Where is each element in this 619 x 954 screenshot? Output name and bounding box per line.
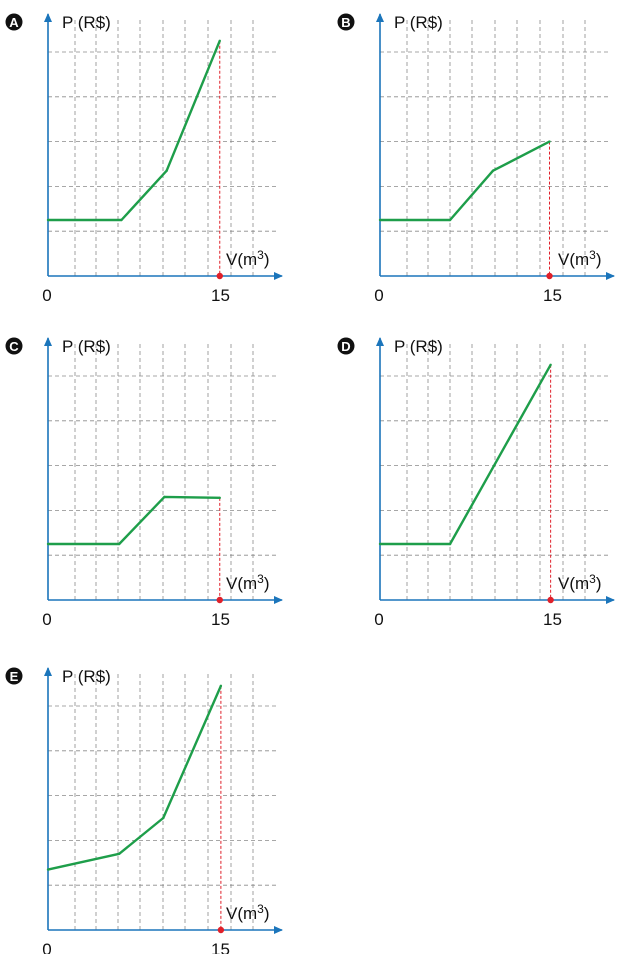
chart-option-e: E P (R$) V(m3) 0 15 xyxy=(5,667,283,954)
x-axis-label: V(m3) xyxy=(226,248,270,269)
x-axis-label-close: ) xyxy=(596,250,602,269)
y-axis-label: P (R$) xyxy=(62,13,111,32)
grid xyxy=(48,674,278,930)
option-badge xyxy=(337,13,355,31)
option-badge-label: A xyxy=(9,15,19,30)
y-axis-label: P (R$) xyxy=(62,667,111,686)
x-axis-label-close: ) xyxy=(264,574,270,593)
data-point xyxy=(218,496,221,500)
origin-label: 0 xyxy=(42,286,51,305)
data-point xyxy=(378,542,382,546)
origin-label: 0 xyxy=(42,610,51,629)
data-point xyxy=(549,363,552,366)
x-axis-marker xyxy=(547,596,554,604)
x-axis-label-unit: m xyxy=(575,574,589,593)
y-axis-label: P (R$) xyxy=(62,337,111,356)
option-badge xyxy=(337,337,355,355)
x-axis-marker xyxy=(217,926,225,934)
series-line xyxy=(48,40,221,222)
option-badge xyxy=(5,13,23,31)
x-axis-marker xyxy=(546,272,553,280)
option-badge-label: D xyxy=(341,339,350,354)
x-axis-label-close: ) xyxy=(596,574,602,593)
x-axis-label: V(m3) xyxy=(226,572,270,593)
data-point xyxy=(163,495,166,499)
data-point xyxy=(491,169,495,172)
data-point xyxy=(165,169,168,172)
chart-option-d: D P (R$) V(m3) 0 15 xyxy=(337,337,615,629)
x-tick-label: 15 xyxy=(211,610,230,629)
x-axis-label-exponent: 3 xyxy=(257,902,264,916)
x-tick-label: 15 xyxy=(543,610,562,629)
origin-label: 0 xyxy=(374,610,383,629)
origin-label: 0 xyxy=(42,940,51,954)
x-axis-label-name: V( xyxy=(226,250,243,269)
x-tick-label: 15 xyxy=(543,286,562,305)
option-badge xyxy=(5,667,23,685)
series-line xyxy=(380,364,552,546)
data-point xyxy=(218,39,221,42)
x-axis-label-unit: m xyxy=(243,574,257,593)
series-line xyxy=(48,495,220,546)
x-axis-label-name: V( xyxy=(226,904,243,923)
x-axis-marker xyxy=(216,596,223,604)
origin-label: 0 xyxy=(374,286,383,305)
chart-option-b: B P (R$) V(m3) 0 15 xyxy=(337,13,615,305)
x-axis-label-exponent: 3 xyxy=(589,248,596,262)
data-point xyxy=(162,816,165,820)
grid xyxy=(48,20,278,276)
x-tick-label: 15 xyxy=(211,940,230,954)
x-axis-label-exponent: 3 xyxy=(589,572,596,586)
option-badge-label: B xyxy=(341,15,350,30)
x-axis-label-exponent: 3 xyxy=(257,248,264,262)
y-axis-label: P (R$) xyxy=(394,13,443,32)
x-axis-label: V(m3) xyxy=(558,572,602,593)
option-badge-label: C xyxy=(9,339,19,354)
data-point xyxy=(117,542,121,546)
chart-option-c: C P (R$) V(m3) 0 15 xyxy=(5,337,283,629)
grid xyxy=(48,344,278,600)
data-point xyxy=(448,542,452,546)
data-point xyxy=(46,542,50,546)
x-axis-label: V(m3) xyxy=(558,248,602,269)
series-line xyxy=(47,685,222,871)
x-axis-label-unit: m xyxy=(243,250,257,269)
data-point xyxy=(378,218,382,222)
x-axis-label-unit: m xyxy=(243,904,257,923)
x-axis-label-name: V( xyxy=(558,250,575,269)
grid xyxy=(380,20,610,276)
x-axis-label-exponent: 3 xyxy=(257,572,264,586)
data-point xyxy=(120,218,123,222)
x-axis-label-close: ) xyxy=(264,904,270,923)
series-line xyxy=(380,140,551,222)
option-badge xyxy=(5,337,23,355)
x-tick-label: 15 xyxy=(211,286,230,305)
x-axis-label-name: V( xyxy=(226,574,243,593)
data-point xyxy=(448,218,452,222)
data-point xyxy=(219,684,223,688)
x-axis-marker xyxy=(216,272,223,280)
option-badge-label: E xyxy=(10,669,19,684)
x-axis-label: V(m3) xyxy=(226,902,270,923)
x-axis-label-close: ) xyxy=(264,250,270,269)
x-axis-label-name: V( xyxy=(558,574,575,593)
data-point xyxy=(117,852,121,856)
y-axis-label: P (R$) xyxy=(394,337,443,356)
data-point xyxy=(46,218,50,222)
data-point xyxy=(548,140,551,143)
data-point xyxy=(46,868,50,871)
x-axis-label-unit: m xyxy=(575,250,589,269)
grid xyxy=(380,344,610,600)
chart-option-a: A P (R$) V(m3) 0 15 xyxy=(5,13,283,305)
